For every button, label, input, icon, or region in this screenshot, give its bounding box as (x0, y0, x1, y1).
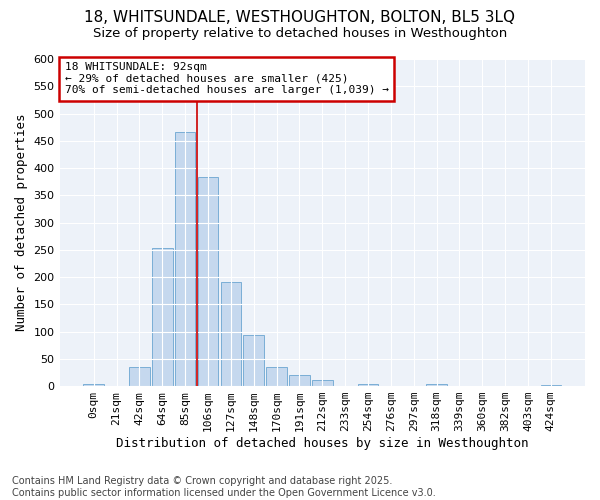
Bar (221, 282, 241, 386)
Bar (289, 375, 310, 386)
Text: 18, WHITSUNDALE, WESTHOUGHTON, BOLTON, BL5 3LQ: 18, WHITSUNDALE, WESTHOUGHTON, BOLTON, B… (85, 10, 515, 25)
Text: Contains HM Land Registry data © Crown copyright and database right 2025.
Contai: Contains HM Land Registry data © Crown c… (12, 476, 436, 498)
Text: Size of property relative to detached houses in Westhoughton: Size of property relative to detached ho… (93, 28, 507, 40)
Bar (266, 367, 287, 386)
Bar (358, 384, 378, 386)
Bar (198, 178, 218, 386)
Bar (244, 336, 264, 386)
X-axis label: Distribution of detached houses by size in Westhoughton: Distribution of detached houses by size … (116, 437, 529, 450)
Text: 18 WHITSUNDALE: 92sqm
← 29% of detached houses are smaller (425)
70% of semi-det: 18 WHITSUNDALE: 92sqm ← 29% of detached … (65, 62, 389, 96)
Bar (541, 385, 561, 386)
Bar (83, 384, 104, 386)
Bar (175, 132, 196, 386)
Bar (312, 380, 332, 386)
Bar (129, 367, 150, 386)
Bar (426, 384, 447, 386)
Bar (152, 248, 173, 386)
Y-axis label: Number of detached properties: Number of detached properties (15, 114, 28, 332)
